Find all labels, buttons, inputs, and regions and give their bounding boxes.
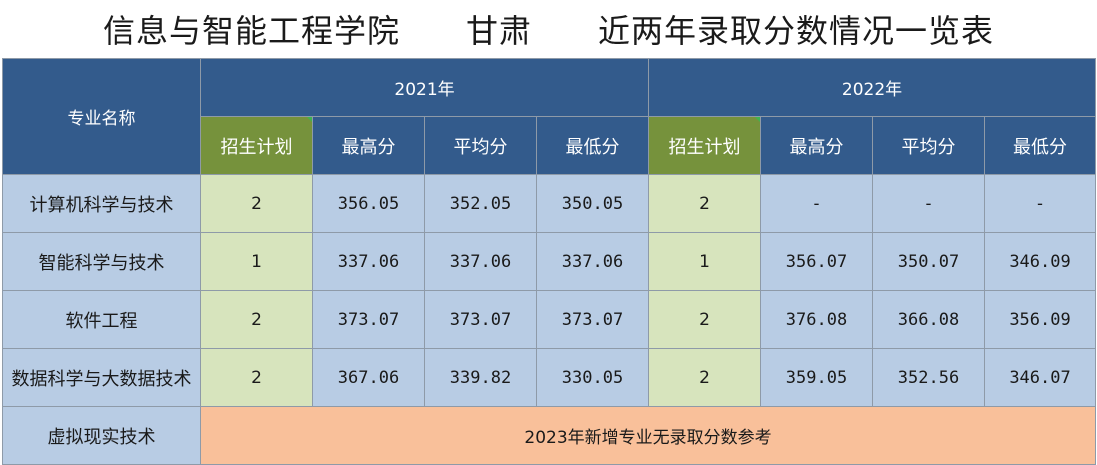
table-row-new-major: 虚拟现实技术 2023年新增专业无录取分数参考 bbox=[2, 406, 1097, 465]
plan-2022: 2 bbox=[648, 174, 762, 233]
avg-2021: 337.06 bbox=[424, 232, 537, 291]
min-2021: 350.05 bbox=[535, 174, 650, 233]
max-2021: 356.05 bbox=[312, 174, 425, 233]
major-name: 虚拟现实技术 bbox=[2, 406, 201, 465]
year-2021-header: 2021年 bbox=[199, 58, 650, 117]
major-name-header: 专业名称 bbox=[2, 58, 201, 175]
admission-score-table: 专业名称 2021年 2022年 招生计划 最高分 平均分 最低分 招生计划 最… bbox=[2, 58, 1097, 465]
min-2022: 356.09 bbox=[984, 290, 1097, 349]
max-2021: 373.07 bbox=[312, 290, 425, 349]
plan-header-2022: 招生计划 bbox=[648, 116, 762, 175]
plan-2022: 1 bbox=[648, 232, 762, 291]
min-2022: 346.09 bbox=[984, 232, 1097, 291]
year-2022-header: 2022年 bbox=[648, 58, 1097, 117]
avg-2021: 352.05 bbox=[424, 174, 537, 233]
max-2022: 356.07 bbox=[760, 232, 874, 291]
major-name: 计算机科学与技术 bbox=[2, 174, 201, 233]
major-name: 智能科学与技术 bbox=[2, 232, 201, 291]
min-header-2021: 最低分 bbox=[535, 116, 650, 175]
avg-2022: 350.07 bbox=[872, 232, 986, 291]
avg-header-2021: 平均分 bbox=[424, 116, 537, 175]
avg-2022: 366.08 bbox=[872, 290, 986, 349]
plan-2021: 2 bbox=[200, 290, 313, 349]
new-major-note: 2023年新增专业无录取分数参考 bbox=[199, 406, 1097, 465]
max-header-2021: 最高分 bbox=[312, 116, 425, 175]
avg-header-2022: 平均分 bbox=[872, 116, 986, 175]
table-row: 智能科学与技术 1 337.06 337.06 337.06 1 356.07 … bbox=[2, 232, 1097, 291]
table-row: 数据科学与大数据技术 2 367.06 339.82 330.05 2 359.… bbox=[2, 348, 1097, 407]
min-2021: 337.06 bbox=[535, 232, 650, 291]
page-title: 信息与智能工程学院 甘肃 近两年录取分数情况一览表 bbox=[102, 12, 994, 50]
major-name: 软件工程 bbox=[2, 290, 201, 349]
plan-2022: 2 bbox=[648, 290, 762, 349]
max-2022: - bbox=[760, 174, 874, 233]
plan-2021: 2 bbox=[200, 174, 313, 233]
plan-2021: 1 bbox=[200, 232, 313, 291]
max-2022: 359.05 bbox=[760, 348, 874, 407]
min-2021: 330.05 bbox=[535, 348, 650, 407]
min-2022: - bbox=[984, 174, 1097, 233]
min-2021: 373.07 bbox=[535, 290, 650, 349]
plan-2021: 2 bbox=[200, 348, 313, 407]
plan-2022: 2 bbox=[648, 348, 762, 407]
min-2022: 346.07 bbox=[984, 348, 1097, 407]
max-header-2022: 最高分 bbox=[760, 116, 874, 175]
avg-2022: 352.56 bbox=[872, 348, 986, 407]
min-header-2022: 最低分 bbox=[984, 116, 1097, 175]
table-row: 软件工程 2 373.07 373.07 373.07 2 376.08 366… bbox=[2, 290, 1097, 349]
max-2021: 367.06 bbox=[312, 348, 425, 407]
avg-2021: 373.07 bbox=[424, 290, 537, 349]
max-2022: 376.08 bbox=[760, 290, 874, 349]
table-row: 计算机科学与技术 2 356.05 352.05 350.05 2 - - - bbox=[2, 174, 1097, 233]
avg-2022: - bbox=[872, 174, 986, 233]
plan-header-2021: 招生计划 bbox=[200, 116, 313, 175]
avg-2021: 339.82 bbox=[424, 348, 537, 407]
max-2021: 337.06 bbox=[312, 232, 425, 291]
major-name: 数据科学与大数据技术 bbox=[2, 348, 201, 407]
